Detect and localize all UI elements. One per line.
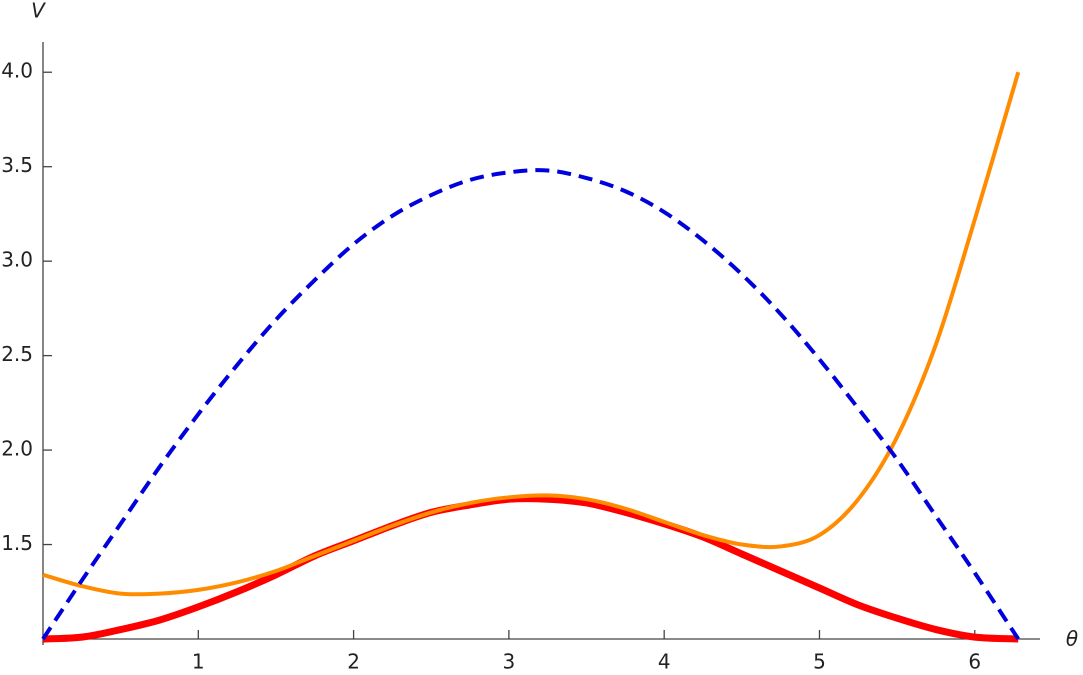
y-tick-label: 4.0: [1, 59, 33, 83]
series-line: [41, 168, 1020, 641]
y-tick-label: 3.0: [1, 248, 33, 272]
series-line: [42, 495, 1019, 643]
series-line: [42, 71, 1021, 597]
x-axis-label: θ: [1066, 627, 1078, 651]
x-tick-label: 1: [192, 650, 205, 674]
x-tick-label: 2: [347, 650, 360, 674]
y-tick-label: 3.5: [1, 153, 33, 177]
x-tick-label: 5: [813, 650, 826, 674]
x-tick-label: 4: [658, 650, 671, 674]
y-tick-label: 2.0: [1, 437, 33, 461]
x-tick-label: 6: [968, 650, 981, 674]
y-tick-label: 2.5: [1, 342, 33, 366]
y-tick-label: 1.5: [1, 531, 33, 555]
x-tick-label: 3: [503, 650, 516, 674]
y-axis-label: V: [31, 0, 46, 23]
